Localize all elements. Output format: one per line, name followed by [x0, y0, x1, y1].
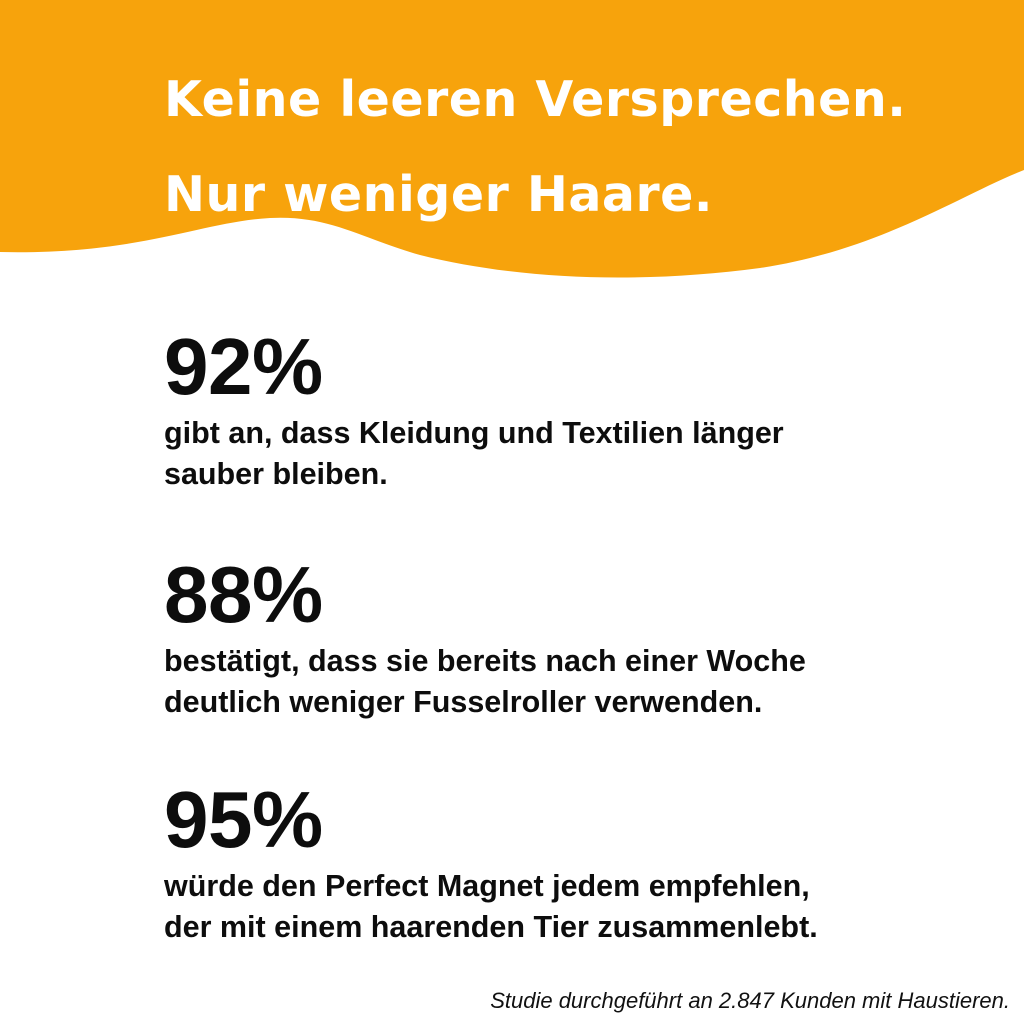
stat-description-line-2: der mit einem haarenden Tier zusammenleb…: [164, 910, 818, 944]
header-banner: Keine leeren Versprechen. Nur weniger Ha…: [0, 0, 1024, 300]
study-footnote: Studie durchgeführt an 2.847 Kunden mit …: [490, 988, 1010, 1013]
stat-value: 88%: [164, 550, 323, 639]
stat-description: gibt an, dass Kleidung und Textilien län…: [164, 413, 784, 495]
stat-block-3: 95% würde den Perfect Magnet jedem empfe…: [164, 780, 818, 948]
wave-background: [0, 0, 1024, 278]
stat-description: bestätigt, dass sie bereits nach einer W…: [164, 641, 806, 723]
stat-description: würde den Perfect Magnet jedem empfehlen…: [164, 866, 818, 948]
headline: Keine leeren Versprechen. Nur weniger Ha…: [164, 52, 906, 242]
headline-line-1: Keine leeren Versprechen.: [164, 71, 907, 128]
stat-description-line-2: sauber bleiben.: [164, 457, 388, 491]
stat-description-line-2: deutlich weniger Fusselroller verwenden.: [164, 685, 763, 719]
headline-line-2: Nur weniger Haare.: [164, 166, 713, 223]
stat-description-line-1: würde den Perfect Magnet jedem empfehlen…: [164, 869, 810, 903]
stat-block-2: 88% bestätigt, dass sie bereits nach ein…: [164, 555, 806, 723]
stat-block-1: 92% gibt an, dass Kleidung und Textilien…: [164, 327, 784, 495]
stat-description-line-1: gibt an, dass Kleidung und Textilien län…: [164, 416, 784, 450]
stat-value: 95%: [164, 775, 323, 864]
stat-description-line-1: bestätigt, dass sie bereits nach einer W…: [164, 644, 806, 678]
stat-value: 92%: [164, 322, 323, 411]
